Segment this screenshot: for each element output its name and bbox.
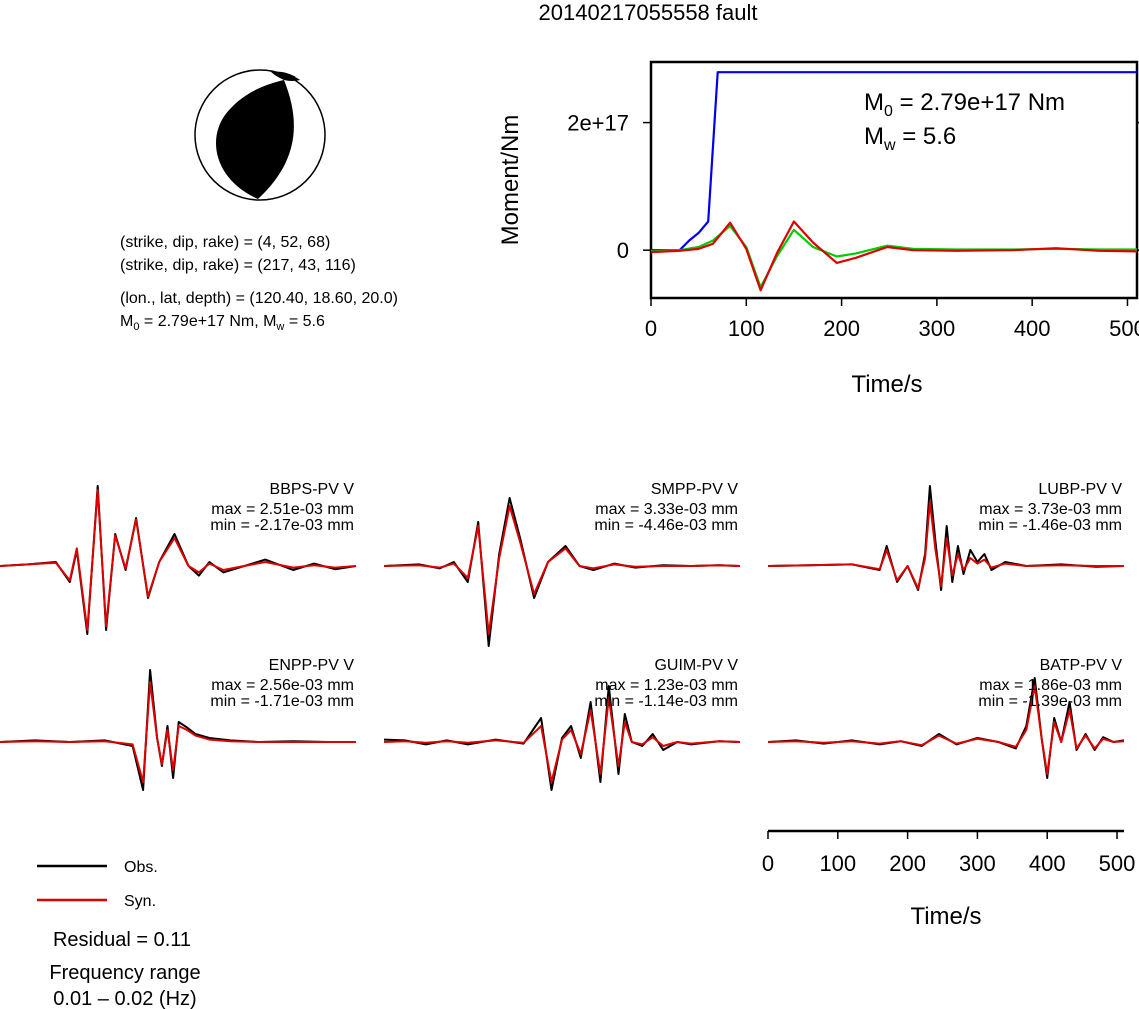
waveform-xtick-label: 300 [959,851,996,876]
moment-xtick-label: 300 [919,316,956,341]
moment-xtick-label: 0 [645,316,657,341]
synthetic-trace [767,501,1124,590]
station-min: min = -4.46e-03 mm [594,517,738,534]
moment-series-1 [650,224,1137,289]
waveform-xtick-label: 0 [762,851,774,876]
synthetic-trace [383,505,741,635]
station-max: max = 1.23e-03 mm [595,677,738,694]
frequency-label: Frequency range [49,962,200,984]
beachball-moment-line: M0 = 2.79e+17 Nm, Mw = 5.6 [120,313,325,333]
station-name: ENPP-PV V [269,657,355,674]
waveform-xtick-label: 100 [819,851,856,876]
legend: Obs. Syn. [37,859,158,910]
moment-xtick-label: 200 [823,316,860,341]
station-min: min = -1.46e-03 mm [978,517,1122,534]
moment-axis-ticks: 0 100 200 300 400 500 0 2e+17 [567,111,1139,341]
observed-trace [767,485,1125,591]
station-min: min = -2.17e-03 mm [210,517,354,534]
station-min: min = -1.14e-03 mm [594,693,738,710]
moment-xlabel: Time/s [851,371,922,398]
waveform-xtick-label: 200 [889,851,926,876]
station-min: min = -1.71e-03 mm [210,693,354,710]
station-name: SMPP-PV V [651,481,738,498]
moment-panel-mw-label: Mw = 5.6 [864,123,956,154]
beachball-line-2: (strike, dip, rake) = (217, 43, 116) [120,257,356,274]
moment-xtick-label: 100 [728,316,765,341]
station-max: max = 3.73e-03 mm [979,501,1122,518]
moment-rate-panel: 010020030040050002e+17 M0 = 2.79e+17 Nm … [497,60,1139,398]
legend-syn-label: Syn. [124,893,156,910]
moment-series-2 [650,220,1138,292]
frequency-value: 0.01 – 0.02 (Hz) [53,988,196,1009]
figure-title: 20140217055558 fault [539,0,758,25]
moment-xtick-label: 500 [1109,316,1139,341]
moment-ytick-label: 2e+17 [567,111,629,136]
waveform-xlabel: Time/s [910,903,981,930]
beachball [194,69,326,201]
beachball-line-3: (lon., lat, depth) = (120.40, 18.60, 20.… [120,290,398,307]
waveform-time-axis: 0 100 200 300 400 500 Time/s [762,829,1136,930]
station-name: BATP-PV V [1040,657,1123,674]
moment-xtick-label: 400 [1014,316,1051,341]
synthetic-trace [0,681,356,783]
moment-series-0 [651,71,1137,252]
station-min: min = -1.39e-03 mm [978,693,1122,710]
waveform-xtick-label: 500 [1099,851,1136,876]
beachball-line-1: (strike, dip, rake) = (4, 52, 68) [120,234,330,251]
residual-text: Residual = 0.11 [53,929,191,951]
moment-ylabel: Moment/Nm [497,115,524,246]
observed-trace [383,685,741,791]
station-name: GUIM-PV V [654,657,738,674]
synthetic-trace [767,685,1125,775]
legend-obs-label: Obs. [124,859,158,876]
moment-plot-frame [649,60,1139,300]
station-max: max = 1.86e-03 mm [979,677,1122,694]
station-max: max = 3.33e-03 mm [595,501,738,518]
moment-ytick-label: 0 [617,238,629,263]
station-max: max = 2.51e-03 mm [211,501,354,518]
station-name: BBPS-PV V [270,481,355,498]
moment-panel-m0-label: M0 = 2.79e+17 Nm [864,89,1065,120]
station-name: LUBP-PV V [1038,481,1122,498]
synthetic-trace [383,697,741,783]
station-max: max = 2.56e-03 mm [211,677,354,694]
synthetic-trace [0,489,357,631]
moment-series-group [650,71,1138,292]
waveform-xtick-label: 400 [1029,851,1066,876]
